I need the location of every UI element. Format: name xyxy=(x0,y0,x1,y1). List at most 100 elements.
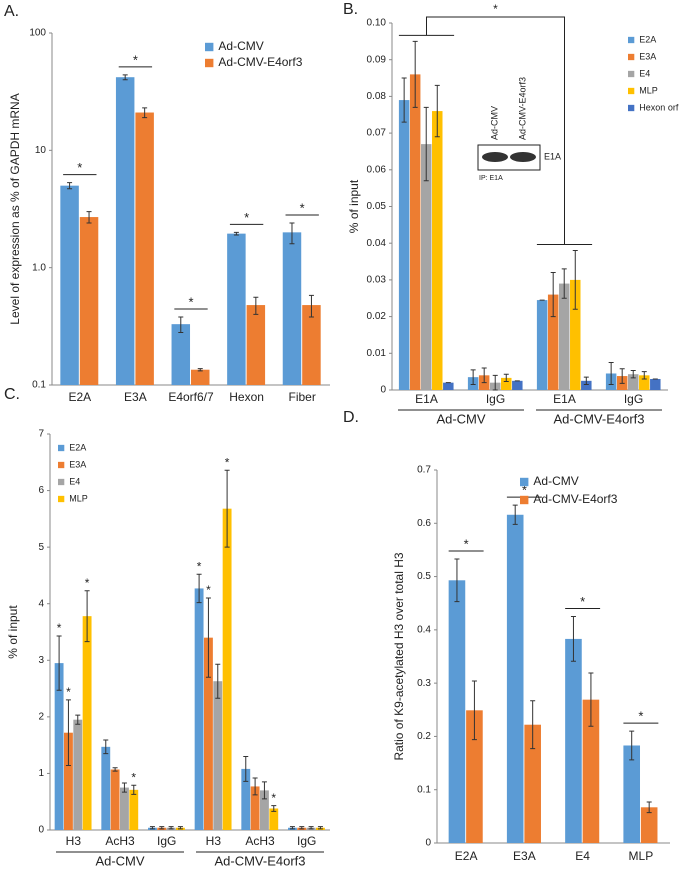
error-bar xyxy=(121,782,127,793)
x-tick-label: IgG xyxy=(157,834,176,848)
bar xyxy=(241,768,251,830)
bar xyxy=(213,681,223,830)
y-tick-label: 0.6 xyxy=(417,518,431,529)
legend-label: Ad-CMV-E4orf3 xyxy=(218,55,302,69)
x-tick-label: E1A xyxy=(553,392,576,406)
bar xyxy=(79,217,99,385)
error-bar xyxy=(434,84,440,138)
y-tick-label: 0.05 xyxy=(367,201,387,212)
y-tick-label: 0 xyxy=(425,838,431,849)
y-tick-label: 0.09 xyxy=(367,54,387,65)
x-tick-label: E2A xyxy=(68,390,91,404)
y-tick-label: 6 xyxy=(38,485,44,496)
bar xyxy=(129,789,139,830)
bar xyxy=(282,232,302,385)
panel-label: B. xyxy=(343,1,358,18)
error-bar xyxy=(103,739,109,755)
error-bar xyxy=(112,767,118,772)
error-bar xyxy=(512,504,518,525)
error-bar xyxy=(178,316,184,334)
bar xyxy=(640,807,658,843)
bar xyxy=(60,185,79,385)
bar xyxy=(250,786,260,830)
significance-star: * xyxy=(493,2,498,16)
western-blot-inset: Ad-CMV Ad-CMV-E4orf3 E1A IP: E1A xyxy=(477,77,561,182)
legend-swatch xyxy=(205,42,214,52)
x-tick-label: H3 xyxy=(66,834,82,848)
bar xyxy=(269,808,279,830)
error-bar xyxy=(481,367,487,384)
legend-swatch xyxy=(520,495,529,505)
legend-swatch xyxy=(628,70,635,78)
y-tick-label: 0.01 xyxy=(367,348,387,359)
lane-label: Ad-CMV xyxy=(489,106,499,140)
x-tick-label: IgG xyxy=(624,392,643,406)
x-tick-label: MLP xyxy=(629,849,654,863)
significance-star: * xyxy=(638,709,643,724)
significance-star: * xyxy=(225,455,230,469)
significance-star: * xyxy=(77,160,82,175)
significance-star: * xyxy=(85,576,90,590)
legend-label: E3A xyxy=(69,459,86,469)
y-axis-title: Level of expression as % of GAPDH mRNA xyxy=(8,93,22,324)
bar xyxy=(246,305,266,385)
y-axis-title: % of input xyxy=(347,179,361,233)
bar xyxy=(582,699,600,843)
significance-star: * xyxy=(271,791,276,805)
y-tick-label: 10 xyxy=(35,145,47,156)
y-tick-label: 100 xyxy=(29,28,46,39)
error-bar xyxy=(308,826,314,830)
group-label: Ad-CMV-E4orf3 xyxy=(214,853,305,868)
legend-swatch xyxy=(205,58,214,68)
x-tick-label: IgG xyxy=(486,392,505,406)
error-bar xyxy=(492,374,498,391)
legend-label: E3A xyxy=(639,51,656,61)
y-tick-label: 0.08 xyxy=(367,91,387,102)
error-bar xyxy=(550,272,556,318)
error-bar xyxy=(608,361,614,385)
y-tick-label: 0.7 xyxy=(417,465,431,476)
error-bar xyxy=(299,826,305,830)
error-bar xyxy=(401,77,407,123)
significance-star: * xyxy=(580,594,585,609)
y-tick-label: 1 xyxy=(38,768,44,779)
error-bar xyxy=(122,74,128,81)
x-tick-label: Fiber xyxy=(289,390,316,404)
bar xyxy=(115,77,135,385)
error-bar xyxy=(197,368,203,372)
y-tick-label: 3 xyxy=(38,655,44,666)
error-bar xyxy=(224,469,230,548)
error-bar xyxy=(289,826,295,830)
bar xyxy=(448,580,466,843)
x-tick-label: E1A xyxy=(415,392,438,406)
bar xyxy=(82,616,92,830)
y-tick-label: 0.06 xyxy=(367,164,387,175)
error-bar xyxy=(572,250,578,310)
error-bar xyxy=(243,755,249,782)
error-bar xyxy=(583,376,589,385)
legend-label: E4 xyxy=(69,476,80,486)
bar xyxy=(54,663,64,830)
bar xyxy=(222,508,232,830)
y-tick-label: 0.07 xyxy=(367,128,387,139)
bar xyxy=(171,324,191,385)
error-bar xyxy=(177,826,183,830)
legend-label: MLP xyxy=(639,85,658,95)
y-tick-label: 0.10 xyxy=(367,18,387,29)
legend-swatch xyxy=(628,36,635,44)
significance-star: * xyxy=(206,583,211,597)
legend-label: E4 xyxy=(639,68,650,78)
legend-swatch xyxy=(628,53,635,61)
x-tick-label: E4 xyxy=(575,849,590,863)
bar xyxy=(191,369,210,385)
error-bar xyxy=(75,714,81,725)
bar xyxy=(443,382,454,390)
significance-star: * xyxy=(300,200,305,215)
error-bar xyxy=(646,801,652,814)
bar xyxy=(524,724,541,843)
panel-label: D. xyxy=(343,409,359,426)
y-tick-label: 4 xyxy=(38,598,44,609)
bar xyxy=(260,790,269,830)
y-tick-label: 7 xyxy=(38,429,44,440)
legend-swatch xyxy=(520,477,529,487)
